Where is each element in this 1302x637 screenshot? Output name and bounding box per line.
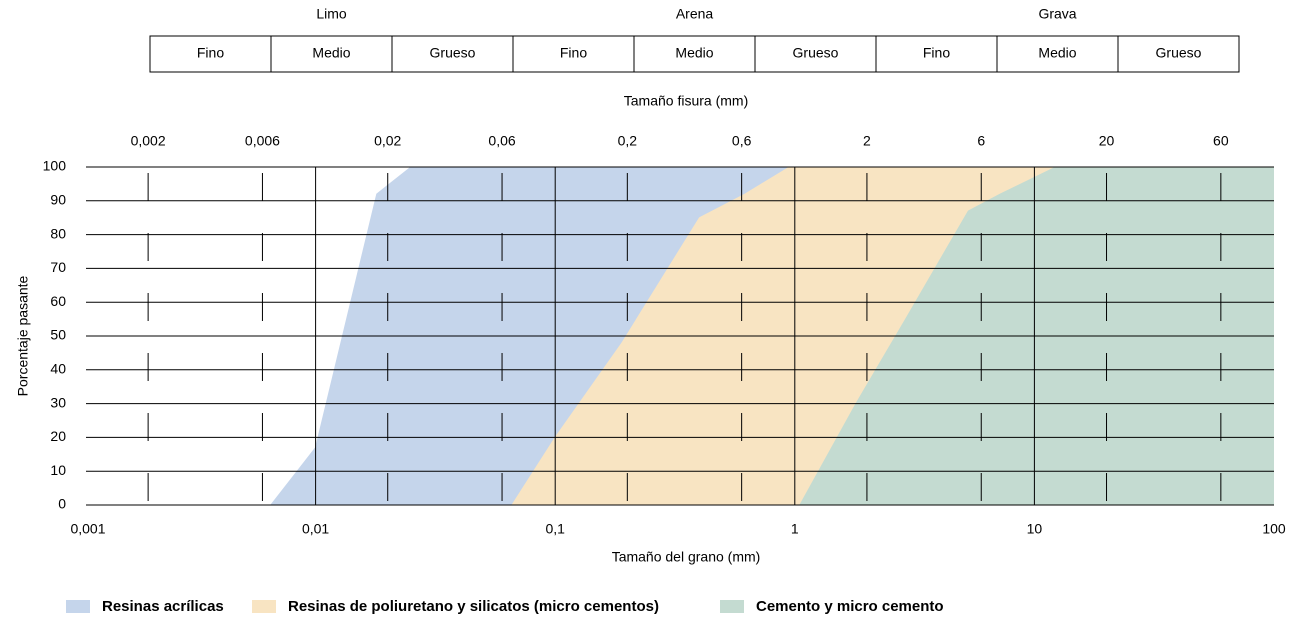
x2-tick-label: 0,02 (374, 133, 401, 149)
y-tick-label: 60 (50, 293, 66, 309)
x-tick-label: 0,01 (302, 521, 329, 537)
soil-class-label: Arena (676, 6, 714, 22)
soil-class-label: Grava (1038, 6, 1076, 22)
y-tick-label: 80 (50, 225, 66, 241)
legend-label: Cemento y micro cemento (756, 598, 944, 615)
x-tick-label: 1 (791, 521, 799, 537)
soil-subclass-label: Grueso (430, 45, 476, 61)
y-axis-title: Porcentaje pasante (15, 275, 31, 396)
soil-subclass-label: Grueso (1156, 45, 1202, 61)
y-tick-label: 100 (43, 158, 67, 174)
y-tick-label: 70 (50, 259, 66, 275)
x-tick-label: 0,1 (545, 521, 565, 537)
soil-subclass-label: Fino (197, 45, 224, 61)
y-tick-label: 20 (50, 428, 66, 444)
y-tick-label: 10 (50, 462, 66, 478)
x2-tick-label: 2 (863, 133, 871, 149)
soil-class-label: Limo (316, 6, 347, 22)
soil-subclass-label: Medio (1038, 45, 1076, 61)
x2-tick-label: 20 (1099, 133, 1115, 149)
legend-label: Resinas acrílicas (102, 598, 224, 615)
x2-tick-label: 0,6 (732, 133, 752, 149)
soil-subclass-label: Fino (560, 45, 587, 61)
y-tick-label: 50 (50, 327, 66, 343)
legend-swatch (252, 600, 276, 613)
band-boundary (511, 166, 790, 506)
x-tick-label: 10 (1027, 521, 1043, 537)
soil-subclass-label: Grueso (793, 45, 839, 61)
x2-tick-label: 6 (977, 133, 985, 149)
soil-subclass-label: Medio (312, 45, 350, 61)
y-tick-label: 40 (50, 361, 66, 377)
band-boundary (799, 166, 1057, 506)
soil-subclass-label: Fino (923, 45, 950, 61)
x2-tick-label: 0,2 (618, 133, 638, 149)
x-axis-title: Tamaño del grano (mm) (612, 549, 761, 565)
legend-label: Resinas de poliuretano y silicatos (micr… (288, 598, 659, 615)
x2-tick-label: 0,006 (245, 133, 280, 149)
x2-tick-label: 60 (1213, 133, 1229, 149)
y-tick-label: 0 (58, 496, 66, 512)
x-tick-label: 0,001 (70, 521, 105, 537)
x2-tick-label: 0,06 (488, 133, 515, 149)
band-boundary (270, 166, 412, 506)
x2-axis-title: Tamaño fisura (mm) (624, 93, 748, 109)
legend-swatch (720, 600, 744, 613)
x2-tick-label: 0,002 (131, 133, 166, 149)
x-tick-label: 100 (1262, 521, 1286, 537)
y-tick-label: 90 (50, 192, 66, 208)
table-cell (1117, 35, 1240, 73)
legend-swatch (66, 600, 90, 613)
soil-subclass-label: Medio (675, 45, 713, 61)
y-tick-label: 30 (50, 394, 66, 410)
